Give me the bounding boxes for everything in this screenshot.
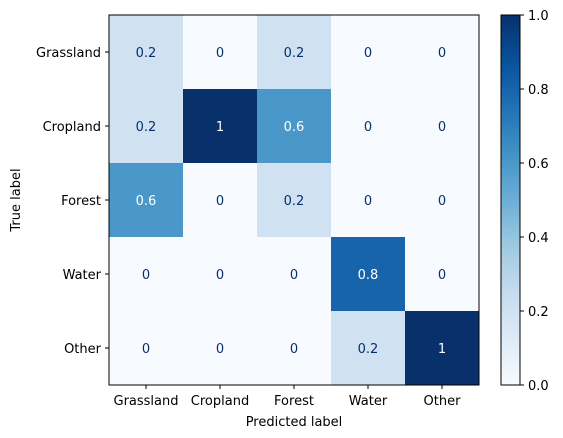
heatmap-cell bbox=[257, 311, 331, 385]
cell-value-label: 0 bbox=[216, 46, 224, 61]
cell-value-label: 0 bbox=[438, 268, 446, 283]
x-tick-label: Other bbox=[424, 394, 462, 409]
heatmap-cell bbox=[183, 89, 257, 163]
x-tick-label: Grassland bbox=[114, 394, 179, 409]
x-tick-label: Cropland bbox=[191, 394, 249, 409]
x-tick-label: Water bbox=[349, 394, 388, 409]
x-axis-label: Predicted label bbox=[246, 415, 343, 430]
cell-value-label: 0.6 bbox=[284, 120, 305, 135]
cell-value-label: 0.8 bbox=[358, 268, 379, 283]
cell-value-label: 0 bbox=[438, 46, 446, 61]
cell-value-label: 0 bbox=[364, 194, 372, 209]
y-tick-label: Other bbox=[64, 342, 102, 357]
cell-value-label: 0 bbox=[142, 342, 150, 357]
cell-value-label: 1 bbox=[438, 342, 446, 357]
cell-value-label: 0 bbox=[438, 194, 446, 209]
heatmap-cell bbox=[183, 15, 257, 89]
y-tick-label: Forest bbox=[61, 194, 101, 209]
heatmap-cell bbox=[405, 311, 479, 385]
heatmap-cell bbox=[183, 163, 257, 237]
cell-value-label: 0 bbox=[290, 342, 298, 357]
heatmap-cell-labels: 0.2 0 0.2 0 0 0.2 1 0.6 0 0 0.6 0 0.2 0 0 0 0 0 0.8 0 0 0 0 0.2… bbox=[136, 46, 446, 357]
y-axis-ticks: Grassland Cropland Forest Water Other bbox=[36, 46, 109, 357]
colorbar-tick-label: 0.8 bbox=[528, 83, 549, 98]
heatmap-cell bbox=[405, 15, 479, 89]
cell-value-label: 0.2 bbox=[284, 194, 305, 209]
heatmap-cell bbox=[109, 311, 183, 385]
x-axis-ticks: Grassland Cropland Forest Water Other bbox=[114, 385, 462, 409]
cell-value-label: 0 bbox=[438, 120, 446, 135]
cell-value-label: 0.2 bbox=[136, 120, 157, 135]
x-tick-label: Forest bbox=[274, 394, 314, 409]
colorbar-tick-label: 0.2 bbox=[528, 305, 549, 320]
heatmap-cell bbox=[331, 237, 405, 311]
cell-value-label: 0.6 bbox=[136, 194, 157, 209]
heatmap-cell bbox=[109, 89, 183, 163]
colorbar-tick-label: 0.4 bbox=[528, 231, 549, 246]
cell-value-label: 0 bbox=[364, 46, 372, 61]
heatmap-cell bbox=[183, 237, 257, 311]
heatmap-cell bbox=[405, 163, 479, 237]
cell-value-label: 0 bbox=[216, 194, 224, 209]
y-tick-label: Cropland bbox=[43, 120, 101, 135]
cell-value-label: 1 bbox=[216, 120, 224, 135]
cell-value-label: 0 bbox=[216, 342, 224, 357]
heatmap-cell bbox=[257, 237, 331, 311]
heatmap-cell bbox=[331, 15, 405, 89]
colorbar-tick-label: 0.0 bbox=[528, 379, 549, 394]
heatmap-cell bbox=[331, 163, 405, 237]
colorbar-tick-label: 0.6 bbox=[528, 157, 549, 172]
cell-value-label: 0 bbox=[216, 268, 224, 283]
heatmap-cell bbox=[109, 15, 183, 89]
heatmap-cell bbox=[257, 163, 331, 237]
y-axis-label: True label bbox=[9, 168, 24, 232]
heatmap-cell bbox=[257, 89, 331, 163]
y-tick-label: Water bbox=[63, 268, 102, 283]
cell-value-label: 0.2 bbox=[136, 46, 157, 61]
heatmap-cell bbox=[183, 311, 257, 385]
y-tick-label: Grassland bbox=[36, 46, 101, 61]
cell-value-label: 0 bbox=[364, 120, 372, 135]
heatmap-cell bbox=[405, 89, 479, 163]
cell-value-label: 0 bbox=[142, 268, 150, 283]
cell-value-label: 0 bbox=[290, 268, 298, 283]
heatmap-cell bbox=[257, 15, 331, 89]
colorbar-tick-label: 1.0 bbox=[528, 9, 549, 24]
heatmap-cells bbox=[109, 15, 479, 385]
heatmap-cell bbox=[109, 163, 183, 237]
cell-value-label: 0.2 bbox=[284, 46, 305, 61]
heatmap-cell bbox=[331, 311, 405, 385]
colorbar-ticks: 0.0 0.2 0.4 0.6 0.8 1.0 bbox=[520, 9, 549, 394]
heatmap-cell bbox=[405, 237, 479, 311]
colorbar bbox=[500, 14, 521, 386]
heatmap-cell bbox=[331, 89, 405, 163]
heatmap-cell bbox=[109, 237, 183, 311]
cell-value-label: 0.2 bbox=[358, 342, 379, 357]
